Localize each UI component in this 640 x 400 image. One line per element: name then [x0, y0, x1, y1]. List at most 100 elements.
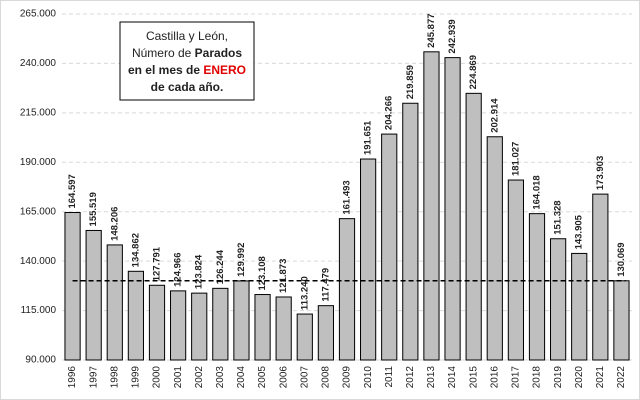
bar [317, 305, 334, 361]
bar [191, 292, 208, 361]
value-label: 219.859 [405, 65, 416, 99]
x-tick-label: 2013 [426, 366, 437, 389]
bar [64, 212, 81, 361]
y-tick-label: 90.000 [25, 355, 56, 366]
title-part: Número de [132, 46, 195, 60]
value-label: 191.651 [363, 120, 374, 155]
title-part: de cada año. [151, 80, 224, 94]
value-label: 134.862 [130, 233, 141, 267]
value-label: 202.914 [489, 98, 500, 133]
bar [338, 218, 356, 361]
bar [148, 284, 166, 361]
bar [592, 193, 609, 361]
title-part: en el mes de [128, 63, 203, 77]
x-tick-label: 2012 [405, 366, 416, 389]
value-label: 126.244 [215, 249, 226, 284]
bar [381, 133, 398, 361]
x-tick-label: 1996 [67, 366, 78, 389]
y-tick-label: 140.000 [20, 256, 57, 267]
bar [233, 280, 250, 361]
value-label: 123.108 [257, 256, 268, 290]
x-tick-label: 2000 [152, 366, 163, 389]
bar [275, 296, 292, 361]
value-label: 161.493 [342, 180, 353, 214]
bar [444, 57, 461, 361]
x-tick-label: 2005 [257, 366, 268, 389]
x-tick-label: 2006 [278, 366, 289, 389]
x-tick-label: 2003 [215, 366, 226, 389]
x-tick-label: 2020 [574, 366, 585, 389]
bar [402, 102, 419, 361]
value-label: 130.069 [616, 242, 627, 276]
x-tick-label: 2022 [616, 366, 627, 389]
x-tick-label: 2011 [384, 366, 395, 388]
x-tick-label: 2015 [468, 366, 479, 389]
x-tick-label: 1999 [131, 366, 142, 389]
value-label: 204.266 [384, 96, 395, 130]
title-line: Número de Parados [132, 46, 242, 60]
value-label: 151.328 [553, 200, 564, 234]
x-tick-label: 2010 [363, 366, 374, 389]
y-tick-label: 190.000 [20, 157, 57, 168]
value-label: 148.206 [109, 207, 120, 241]
y-tick-label: 265.000 [20, 9, 57, 20]
plot: 90.000 115.000 140.000 165.000 190.000 215.00… [20, 9, 632, 389]
bar [106, 244, 123, 361]
bar [212, 287, 229, 361]
x-tick-label: 2001 [173, 366, 184, 389]
bar [550, 238, 567, 361]
bar [127, 270, 144, 361]
value-label: 127.791 [152, 246, 163, 281]
bar [571, 252, 588, 361]
x-tick-label: 2016 [489, 366, 500, 389]
x-tick-label: 2004 [236, 366, 247, 389]
x-tick-label: 1997 [88, 366, 99, 389]
x-tick-label: 2009 [342, 366, 353, 389]
y-tick-label: 215.000 [20, 107, 57, 118]
title-part: Parados [195, 46, 243, 60]
y-tick-label: 115.000 [21, 305, 57, 316]
title-box [119, 21, 255, 101]
bar [170, 290, 187, 361]
y-tick-label: 165.000 [20, 206, 57, 217]
value-label: 181.027 [510, 142, 521, 176]
value-label: 143.905 [574, 214, 585, 249]
value-label: 123.824 [194, 254, 205, 289]
value-label: 117.479 [320, 268, 331, 302]
value-label: 173.903 [595, 156, 606, 190]
value-label: 121.873 [278, 259, 289, 293]
y-tick-label: 240.000 [20, 58, 57, 69]
title-line: Castilla y León, [146, 29, 228, 43]
value-label: 164.018 [532, 175, 543, 209]
bar [85, 229, 102, 361]
bar [528, 213, 546, 361]
value-label: 164.597 [67, 174, 78, 208]
value-label: 242.939 [447, 19, 458, 53]
title-line: de cada año. [151, 80, 224, 94]
bar [613, 280, 630, 361]
bar [486, 136, 503, 361]
value-label: 155.519 [88, 192, 99, 226]
x-tick-label: 2007 [299, 366, 310, 389]
bar [296, 313, 313, 361]
x-tick-label: 2014 [447, 366, 458, 389]
x-tick-label: 1998 [109, 366, 120, 389]
title-line: en el mes de ENERO [128, 63, 246, 77]
value-label: 224.869 [468, 55, 479, 89]
x-tick-label: 2021 [595, 366, 606, 389]
x-tick-label: 2019 [553, 366, 564, 389]
value-label: 124.966 [173, 253, 184, 287]
title-part: ENERO [203, 63, 246, 77]
bar [360, 158, 377, 361]
bar [254, 294, 271, 361]
x-tick-label: 2018 [532, 366, 543, 389]
bar [465, 92, 482, 361]
x-tick-label: 2017 [511, 366, 522, 389]
value-label: 245.877 [426, 13, 437, 47]
value-label: 113.240 [299, 276, 310, 310]
value-label: 129.992 [236, 243, 247, 277]
bar [507, 179, 524, 361]
title-part: Castilla y León, [146, 29, 228, 43]
x-tick-label: 2008 [321, 366, 332, 389]
